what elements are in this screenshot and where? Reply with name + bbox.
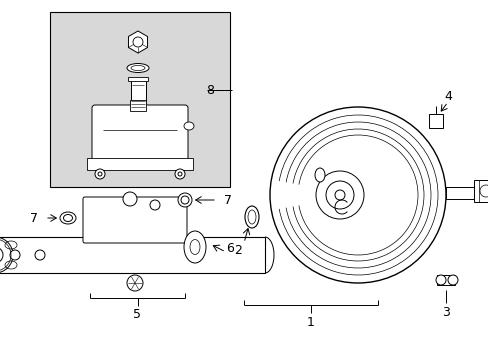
Circle shape <box>133 37 142 47</box>
Text: 8: 8 <box>205 84 214 96</box>
Circle shape <box>435 275 445 285</box>
Bar <box>131 80 146 102</box>
Ellipse shape <box>314 168 325 182</box>
Text: 2: 2 <box>234 243 242 256</box>
Ellipse shape <box>247 210 256 224</box>
Ellipse shape <box>183 122 194 130</box>
Circle shape <box>0 237 13 273</box>
Ellipse shape <box>131 66 145 71</box>
Ellipse shape <box>127 63 149 72</box>
Bar <box>445 187 475 199</box>
Text: 3: 3 <box>441 306 449 319</box>
Circle shape <box>35 250 45 260</box>
Bar <box>428 114 442 128</box>
Circle shape <box>123 192 137 206</box>
Bar <box>50 12 229 187</box>
Text: 7: 7 <box>30 211 38 225</box>
Bar <box>473 180 488 202</box>
Ellipse shape <box>60 212 76 224</box>
Circle shape <box>325 181 353 209</box>
Bar <box>0 237 264 273</box>
Text: 6: 6 <box>225 242 233 255</box>
Text: 7: 7 <box>224 194 231 207</box>
Bar <box>130 100 146 111</box>
Circle shape <box>0 247 3 263</box>
Bar <box>128 77 148 81</box>
Circle shape <box>178 172 182 176</box>
Circle shape <box>98 172 102 176</box>
Polygon shape <box>128 31 147 53</box>
Text: 4: 4 <box>443 90 451 103</box>
Ellipse shape <box>190 239 200 255</box>
Circle shape <box>181 196 189 204</box>
Ellipse shape <box>63 215 72 221</box>
Bar <box>436 275 454 285</box>
FancyBboxPatch shape <box>83 197 186 243</box>
Text: 5: 5 <box>133 309 141 321</box>
Circle shape <box>10 250 20 260</box>
Circle shape <box>175 169 184 179</box>
Circle shape <box>315 171 363 219</box>
Circle shape <box>447 275 457 285</box>
Ellipse shape <box>244 206 259 228</box>
Text: 1: 1 <box>306 315 314 328</box>
Ellipse shape <box>183 231 205 263</box>
FancyBboxPatch shape <box>92 105 187 166</box>
Bar <box>87 158 193 170</box>
Circle shape <box>127 275 142 291</box>
Circle shape <box>334 190 345 200</box>
Circle shape <box>150 200 160 210</box>
Circle shape <box>269 107 445 283</box>
Circle shape <box>95 169 105 179</box>
Circle shape <box>178 193 192 207</box>
